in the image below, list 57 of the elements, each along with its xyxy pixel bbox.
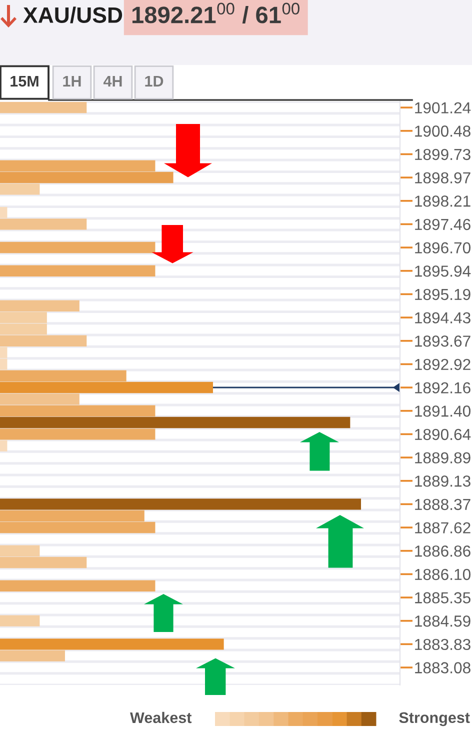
y-tick-label: 1892.92 bbox=[415, 358, 470, 370]
y-tick-label: 1887.62 bbox=[415, 522, 470, 534]
y-tick-label: 1885.35 bbox=[415, 592, 470, 604]
text: Weakest bbox=[130, 712, 192, 724]
y-tick-label: 1886.86 bbox=[415, 546, 470, 557]
y-tick-label: 1895.94 bbox=[415, 266, 471, 277]
bar bbox=[0, 300, 80, 312]
y-tick-label: 1889.13 bbox=[415, 476, 470, 487]
bar bbox=[0, 206, 8, 218]
chart-subtitle: 1892.21$^{00}$ / 61$^{00}$ bbox=[132, 2, 300, 24]
bar bbox=[0, 184, 40, 195]
bar bbox=[0, 242, 156, 254]
bar bbox=[0, 102, 87, 114]
bar bbox=[0, 416, 350, 428]
bar bbox=[0, 545, 40, 556]
bar bbox=[0, 382, 213, 394]
bar bbox=[0, 265, 156, 276]
y-tick-label: 1883.83 bbox=[415, 638, 470, 650]
y-tick-label: 1899.73 bbox=[415, 148, 470, 160]
bar bbox=[0, 172, 174, 184]
y-tick-label: 1894.43 bbox=[415, 312, 470, 324]
y-tick-label: 1898.97 bbox=[415, 172, 470, 184]
text: 1H bbox=[63, 76, 81, 86]
y-tick-label: 1897.46 bbox=[415, 218, 470, 230]
text: 4H bbox=[103, 76, 122, 86]
bar bbox=[0, 440, 8, 452]
bar bbox=[0, 580, 156, 592]
bar bbox=[0, 615, 40, 626]
bar bbox=[0, 394, 80, 405]
bar bbox=[0, 335, 87, 346]
y-tick-label: 1883.08 bbox=[415, 662, 470, 674]
y-tick-label: 1895.19 bbox=[415, 288, 470, 300]
y-tick-label: 1889.89 bbox=[415, 452, 470, 464]
bar bbox=[0, 498, 361, 510]
bar bbox=[0, 428, 156, 440]
bar bbox=[0, 556, 87, 568]
y-tick-label: 1898.21 bbox=[415, 196, 470, 207]
y-tick-label: 1900.48 bbox=[415, 126, 470, 137]
y-tick-label: 1886.10 bbox=[415, 568, 471, 580]
bar bbox=[0, 638, 224, 650]
bar bbox=[0, 405, 156, 416]
text: Strongest bbox=[399, 712, 470, 726]
y-tick-label: 1901.24 bbox=[415, 102, 471, 114]
text: 1D bbox=[145, 76, 164, 86]
text: 15M bbox=[10, 76, 38, 87]
chart-title: XAU/USD bbox=[23, 6, 122, 24]
y-tick-label: 1891.40 bbox=[415, 406, 471, 417]
bar bbox=[0, 650, 65, 662]
y-tick-label: 1892.16 bbox=[415, 382, 470, 394]
y-tick-label: 1893.67 bbox=[415, 336, 470, 347]
y-tick-label: 1896.70 bbox=[415, 242, 471, 254]
y-tick-label: 1890.64 bbox=[415, 428, 471, 440]
y-tick-label: 1884.59 bbox=[415, 616, 470, 627]
y-tick-label: 1888.37 bbox=[415, 498, 470, 510]
bar bbox=[0, 160, 156, 172]
bar bbox=[0, 218, 87, 230]
bar bbox=[0, 370, 126, 382]
